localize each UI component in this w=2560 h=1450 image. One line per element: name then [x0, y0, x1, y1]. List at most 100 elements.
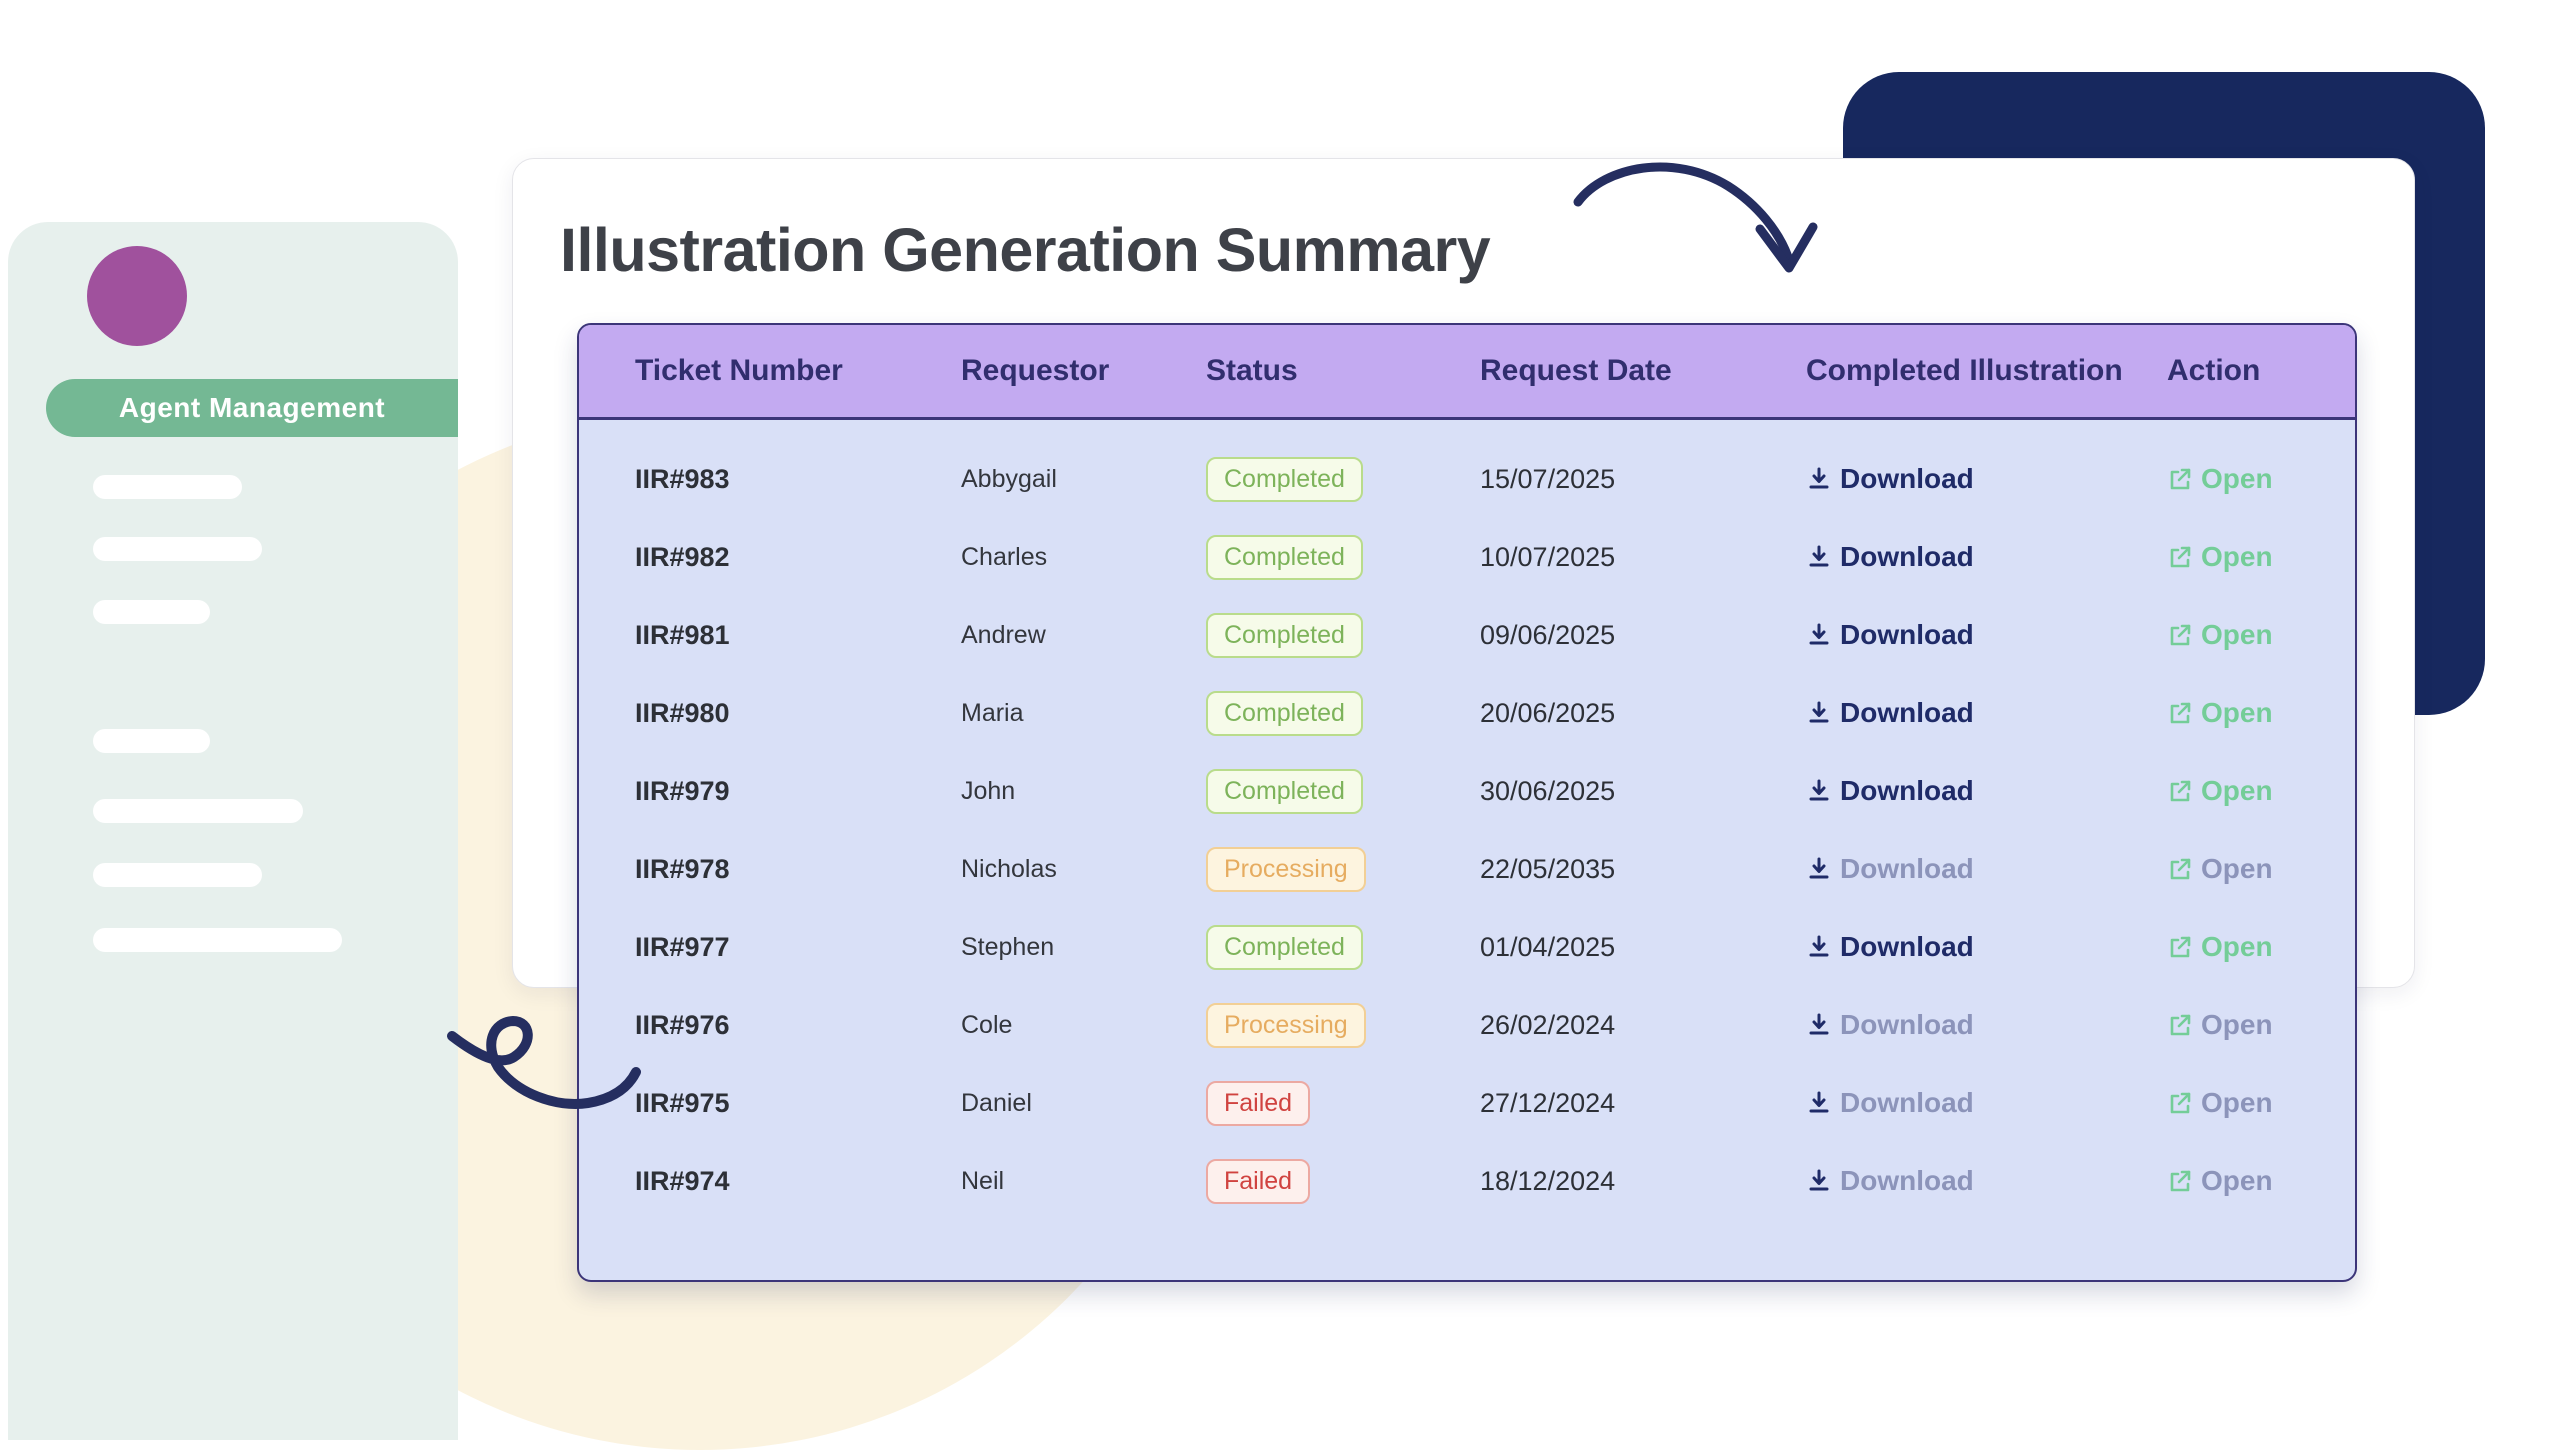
column-header-ticket-number: Ticket Number [635, 354, 843, 387]
skeleton-bar [93, 928, 342, 952]
open-label: Open [2201, 853, 2273, 884]
skeleton-bar [93, 863, 262, 887]
open-link[interactable]: Open [2167, 619, 2273, 651]
sidebar-panel: Agent Management [8, 222, 458, 1440]
open-link: Open [2167, 1165, 2273, 1197]
table-row: IIR#974 Neil Failed 18/12/2024 Download [579, 1142, 2355, 1220]
requestor-name: Maria [961, 698, 1024, 727]
status-badge: Failed [1206, 1080, 1311, 1126]
download-label: Download [1840, 541, 1974, 572]
skeleton-bar [93, 537, 262, 561]
request-date: 01/04/2025 [1480, 931, 1616, 962]
open-in-new-icon [2170, 1092, 2191, 1114]
request-date: 18/12/2024 [1480, 1165, 1616, 1196]
open-link[interactable]: Open [2167, 775, 2273, 807]
ticket-number: IIR#976 [635, 1009, 730, 1040]
open-link[interactable]: Open [2167, 463, 2273, 495]
open-label: Open [2201, 463, 2273, 494]
download-label: Download [1840, 619, 1974, 650]
request-date: 26/02/2024 [1480, 1009, 1616, 1040]
open-label: Open [2201, 931, 2273, 962]
table-rows: IIR#983 Abbygail Completed 15/07/2025 Do… [579, 420, 2355, 1220]
table-row: IIR#978 Nicholas Processing 22/05/2035 D… [579, 830, 2355, 908]
download-icon [1809, 467, 1829, 489]
ticket-number: IIR#980 [635, 697, 730, 728]
open-in-new-icon [2170, 1170, 2191, 1192]
request-date: 15/07/2025 [1480, 463, 1616, 494]
download-icon [1809, 1169, 1829, 1191]
download-label: Download [1840, 853, 1974, 884]
open-label: Open [2201, 1087, 2273, 1118]
download-icon [1809, 1091, 1829, 1113]
download-link[interactable]: Download [1806, 775, 1974, 807]
ticket-number: IIR#982 [635, 541, 730, 572]
skeleton-bar [93, 799, 303, 823]
requestor-name: Andrew [961, 620, 1046, 649]
table-row: IIR#975 Daniel Failed 27/12/2024 Downloa… [579, 1064, 2355, 1142]
download-icon [1809, 1013, 1829, 1035]
open-link[interactable]: Open [2167, 697, 2273, 729]
request-date: 30/06/2025 [1480, 775, 1616, 806]
summary-table: Ticket Number Requestor Status Request D… [577, 323, 2357, 1282]
download-link[interactable]: Download [1806, 697, 1974, 729]
status-badge: Processing [1206, 846, 1366, 892]
skeleton-bar [93, 475, 242, 499]
download-icon [1809, 623, 1829, 645]
download-label: Download [1840, 463, 1974, 494]
status-badge: Completed [1206, 768, 1363, 814]
requestor-name: Daniel [961, 1088, 1032, 1117]
open-in-new-icon [2170, 468, 2191, 490]
requestor-name: Charles [961, 542, 1048, 571]
open-label: Open [2201, 619, 2273, 650]
download-icon [1809, 701, 1829, 723]
open-link: Open [2167, 853, 2273, 885]
agent-management-label: Agent Management [118, 392, 386, 423]
requestor-name: Stephen [961, 932, 1055, 961]
skeleton-bar [93, 600, 210, 624]
download-label: Download [1840, 1087, 1974, 1118]
download-icon [1809, 779, 1829, 801]
download-label: Download [1840, 1009, 1974, 1040]
skeleton-bar [93, 729, 210, 753]
column-header-completed-illustration: Completed Illustration [1806, 354, 2123, 387]
requestor-name: John [961, 776, 1016, 805]
column-header-request-date: Request Date [1480, 354, 1672, 387]
download-label: Download [1840, 1165, 1974, 1196]
download-link[interactable]: Download [1806, 463, 1974, 495]
column-header-requestor: Requestor [961, 354, 1110, 387]
column-header-status: Status [1206, 354, 1298, 387]
table-row: IIR#982 Charles Completed 10/07/2025 Dow… [579, 518, 2355, 596]
status-badge: Completed [1206, 612, 1363, 658]
download-link: Download [1806, 1165, 1974, 1197]
ticket-number: IIR#983 [635, 463, 730, 494]
ticket-number: IIR#981 [635, 619, 730, 650]
requestor-name: Nicholas [961, 854, 1057, 883]
page-title: Illustration Generation Summary [560, 216, 1491, 284]
download-link: Download [1806, 1009, 1974, 1041]
requestor-name: Cole [961, 1010, 1013, 1039]
download-link: Download [1806, 1087, 1974, 1119]
table-row: IIR#983 Abbygail Completed 15/07/2025 Do… [579, 440, 2355, 518]
open-in-new-icon [2170, 624, 2191, 646]
download-label: Download [1840, 697, 1974, 728]
open-link: Open [2167, 1087, 2273, 1119]
open-label: Open [2201, 1165, 2273, 1196]
ticket-number: IIR#974 [635, 1165, 730, 1196]
open-in-new-icon [2170, 702, 2191, 724]
requestor-name: Abbygail [961, 464, 1057, 493]
request-date: 10/07/2025 [1480, 541, 1616, 572]
ticket-number: IIR#975 [635, 1087, 730, 1118]
download-link: Download [1806, 853, 1974, 885]
request-date: 09/06/2025 [1480, 619, 1616, 650]
agent-management-button[interactable]: Agent Management [46, 379, 458, 437]
avatar [87, 246, 187, 346]
open-label: Open [2201, 775, 2273, 806]
download-icon [1809, 857, 1829, 879]
download-link[interactable]: Download [1806, 931, 1974, 963]
download-link[interactable]: Download [1806, 541, 1974, 573]
table-row: IIR#979 John Completed 30/06/2025 Downlo… [579, 752, 2355, 830]
open-link[interactable]: Open [2167, 541, 2273, 573]
download-link[interactable]: Download [1806, 619, 1974, 651]
download-label: Download [1840, 775, 1974, 806]
open-link[interactable]: Open [2167, 931, 2273, 963]
